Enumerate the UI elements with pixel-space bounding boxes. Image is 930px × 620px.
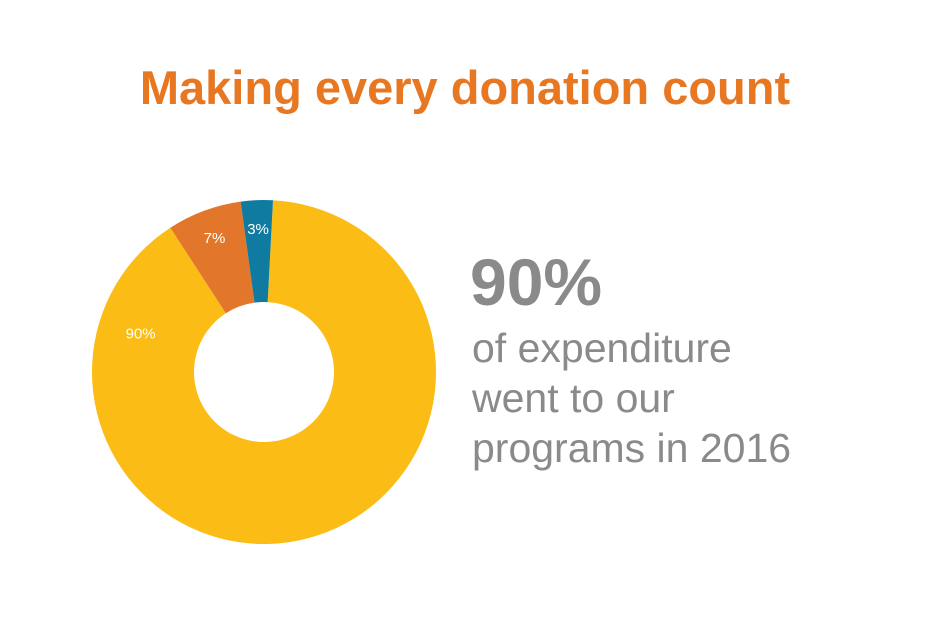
caption-line: of expenditure xyxy=(472,325,732,371)
slice-label: 90% xyxy=(126,325,156,342)
chart-title: Making every donation count xyxy=(140,61,791,114)
donut-slice xyxy=(240,200,274,303)
headline: 90% xyxy=(470,245,602,319)
donut-slice xyxy=(92,200,436,545)
caption-line: went to our xyxy=(471,375,675,421)
caption-line: programs in 2016 xyxy=(472,425,791,471)
slice-label: 3% xyxy=(247,221,269,238)
slice-label: 7% xyxy=(204,230,226,247)
donut-slice xyxy=(170,201,255,314)
